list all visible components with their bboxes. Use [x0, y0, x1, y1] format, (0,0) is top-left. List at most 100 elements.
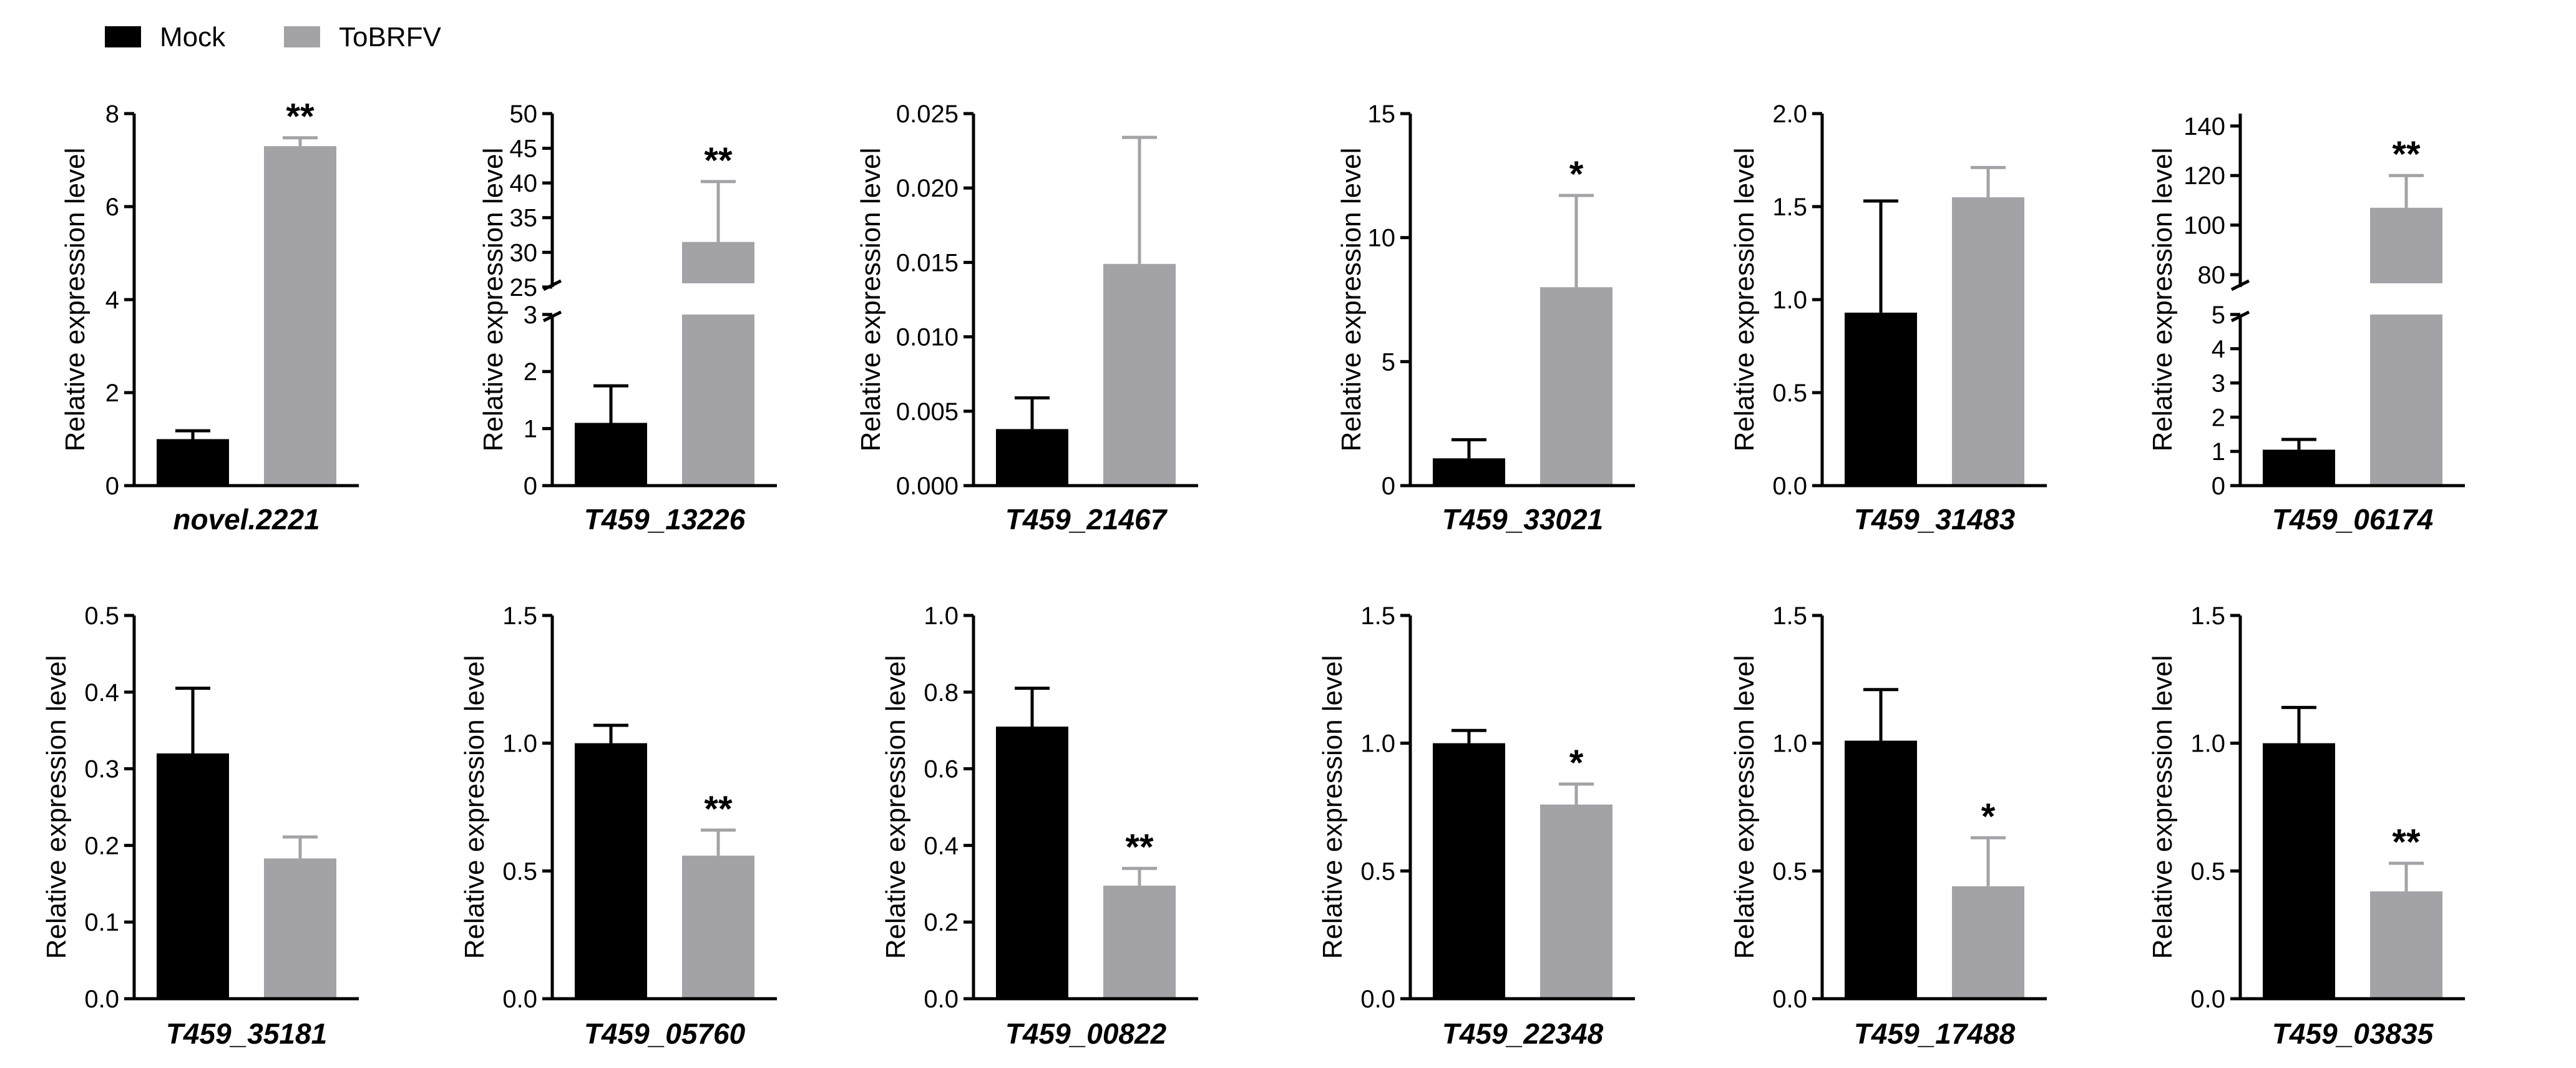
- y-tick-label: 45: [510, 135, 538, 163]
- y-tick-label: 6: [105, 194, 119, 221]
- y-tick-label: 1.5: [1360, 602, 1395, 630]
- bar-tobrfv: [1103, 885, 1176, 999]
- y-axis-label: Relative expression level: [2147, 655, 2178, 959]
- y-tick-label: 1.0: [1360, 730, 1395, 758]
- significance-marker: **: [2392, 822, 2421, 863]
- y-tick-label: 1.5: [1772, 602, 1807, 630]
- bar-mock: [996, 727, 1068, 999]
- y-tick-label: 3: [524, 301, 537, 329]
- y-tick-label: 0.020: [896, 175, 959, 202]
- bar-mock: [1433, 743, 1505, 999]
- y-tick-label: 2: [524, 358, 537, 386]
- bar-tobrfv-upper: [682, 242, 754, 283]
- y-tick-label: 2: [2212, 404, 2225, 431]
- y-tick-label: 35: [510, 205, 538, 232]
- bar-tobrfv-lower: [682, 314, 754, 486]
- gene-label: T459_33021: [1442, 503, 1603, 536]
- y-tick-label: 1.0: [502, 730, 537, 758]
- legend: Mock ToBRFV: [105, 22, 441, 52]
- legend-swatch-mock: [105, 26, 141, 47]
- y-tick-label: 120: [2183, 162, 2225, 190]
- y-tick-label: 1.0: [2190, 730, 2225, 758]
- bar-tobrfv: [1540, 287, 1612, 486]
- axis-break-mark: [542, 310, 562, 323]
- bar-mock: [996, 429, 1068, 486]
- bar-mock: [2263, 449, 2335, 486]
- bar-tobrfv: [1952, 197, 2024, 486]
- y-axis-label: Relative expression level: [41, 655, 72, 959]
- gene-label: T459_35181: [166, 1017, 327, 1050]
- y-tick-label: 8: [105, 100, 119, 128]
- axis-break-mark: [2230, 279, 2250, 291]
- y-tick-label: 2: [105, 380, 119, 407]
- y-tick-label: 0.025: [896, 100, 959, 128]
- y-tick-label: 0.0: [1772, 473, 1807, 500]
- y-tick-label: 4: [2212, 336, 2225, 363]
- y-tick-label: 1.5: [502, 602, 537, 630]
- y-tick-label: 0.015: [896, 249, 959, 277]
- y-tick-label: 15: [1368, 100, 1396, 128]
- y-tick-label: 0.3: [84, 756, 119, 783]
- y-tick-label: 5: [2212, 301, 2225, 329]
- bar-tobrfv: [2370, 891, 2442, 999]
- bar-tobrfv: [264, 858, 336, 999]
- y-axis-label: Relative expression level: [478, 148, 509, 452]
- bar-mock: [2263, 743, 2335, 999]
- y-tick-label: 0.5: [84, 602, 119, 630]
- chart-panel-t459_03835: ** 0.0 0.5 1.0 1.5 Relative expression level T…: [2147, 602, 2465, 1050]
- significance-marker: **: [2392, 134, 2421, 175]
- y-tick-label: 3: [2212, 370, 2225, 398]
- gene-label: T459_22348: [1442, 1017, 1604, 1050]
- y-tick-label: 1.0: [924, 602, 959, 630]
- y-tick-label: 0.0: [84, 986, 119, 1013]
- y-tick-label: 0.5: [1772, 858, 1807, 885]
- significance-marker: **: [704, 140, 733, 181]
- y-tick-label: 4: [105, 287, 119, 314]
- y-tick-label: 1.0: [1772, 287, 1807, 314]
- y-tick-label: 10: [1368, 225, 1396, 252]
- y-axis-label: Relative expression level: [1729, 655, 1760, 959]
- chart-panel-t459_35181: 0.0 0.1 0.2 0.3 0.4 0.5 Relative expression le…: [41, 602, 359, 1050]
- y-tick-label: 0.4: [84, 679, 119, 707]
- gene-label: novel.2221: [173, 503, 320, 536]
- significance-marker: **: [1125, 827, 1154, 868]
- y-tick-label: 25: [510, 274, 538, 301]
- y-axis-label: Relative expression level: [60, 148, 90, 452]
- y-tick-label: 0.0: [1360, 986, 1395, 1013]
- y-tick-label: 0.010: [896, 324, 959, 351]
- y-tick-label: 2.0: [1772, 100, 1807, 128]
- y-tick-label: 1: [2212, 438, 2225, 466]
- y-tick-label: 0: [1382, 473, 1395, 500]
- y-axis-label: Relative expression level: [2147, 148, 2178, 452]
- y-tick-label: 1.0: [1772, 730, 1807, 758]
- bar-tobrfv-upper: [2370, 207, 2442, 283]
- y-tick-label: 0.0: [1772, 986, 1807, 1013]
- y-tick-label: 0.0: [924, 986, 959, 1013]
- bar-mock: [575, 423, 647, 486]
- y-tick-label: 0.8: [924, 679, 959, 707]
- y-tick-label: 0: [524, 473, 537, 500]
- significance-marker: **: [704, 789, 733, 830]
- y-tick-label: 0.5: [2190, 858, 2225, 885]
- y-tick-label: 0: [105, 473, 119, 500]
- significance-marker: *: [1981, 796, 1996, 837]
- y-tick-label: 5: [1382, 348, 1395, 376]
- y-axis-label: Relative expression level: [459, 655, 490, 959]
- y-tick-label: 80: [2198, 262, 2226, 289]
- gene-label: T459_05760: [584, 1017, 746, 1050]
- bar-mock: [575, 743, 647, 999]
- y-tick-label: 1.5: [1772, 194, 1807, 221]
- gene-label: T459_13226: [584, 503, 746, 536]
- significance-marker: *: [1569, 743, 1584, 783]
- y-tick-label: 1: [524, 416, 537, 443]
- y-tick-label: 40: [510, 170, 538, 197]
- y-tick-label: 0.6: [924, 756, 959, 783]
- bar-tobrfv: [1103, 263, 1176, 486]
- bar-tobrfv: [1952, 886, 2024, 999]
- y-tick-label: 30: [510, 239, 538, 267]
- y-tick-label: 50: [510, 100, 538, 128]
- legend-swatch-tobrfv: [284, 26, 320, 47]
- y-axis-label: Relative expression level: [1317, 655, 1348, 959]
